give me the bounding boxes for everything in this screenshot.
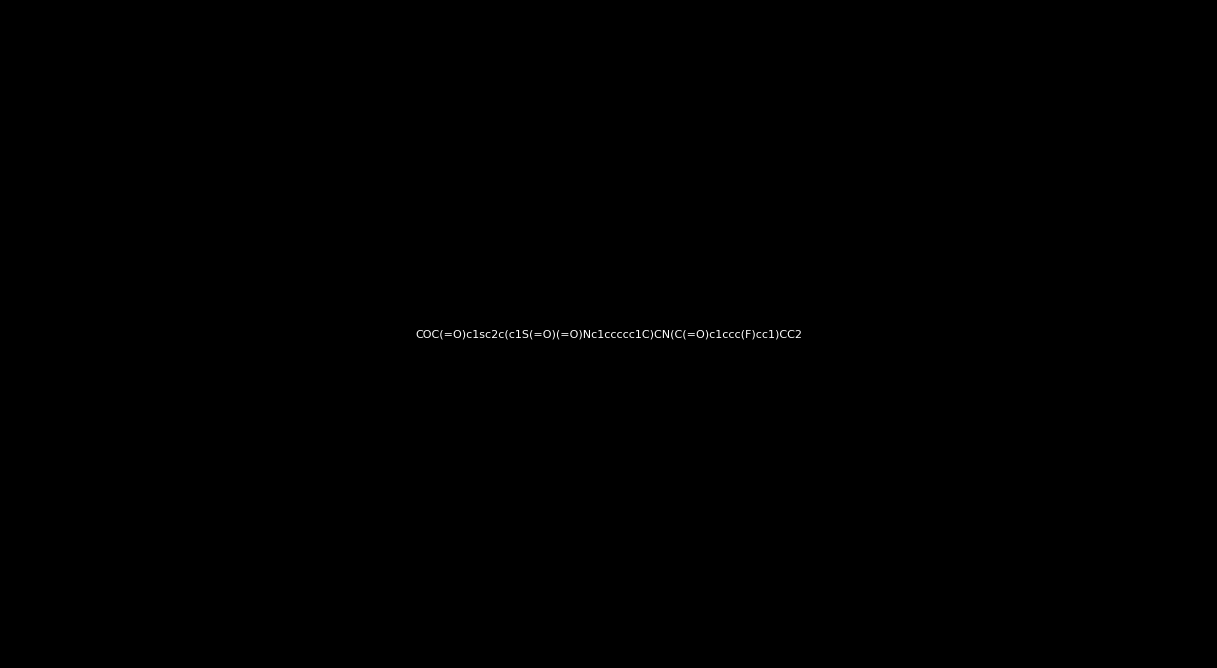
Text: COC(=O)c1sc2c(c1S(=O)(=O)Nc1ccccc1C)CN(C(=O)c1ccc(F)cc1)CC2: COC(=O)c1sc2c(c1S(=O)(=O)Nc1ccccc1C)CN(C… [415, 329, 802, 339]
